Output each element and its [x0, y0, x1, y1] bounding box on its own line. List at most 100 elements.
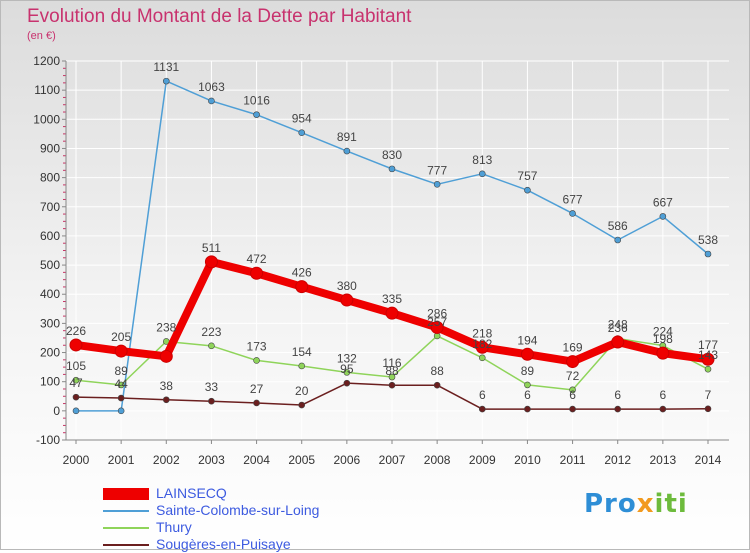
data-point — [478, 405, 486, 413]
data-point — [295, 280, 309, 294]
legend-label: Thury — [156, 519, 192, 535]
data-point — [659, 405, 667, 413]
data-label: 667 — [653, 195, 673, 209]
data-point — [208, 397, 215, 405]
data-point — [524, 186, 531, 194]
y-tick-label: 0 — [53, 404, 60, 418]
x-tick-label: 2012 — [604, 453, 631, 467]
legend-swatch — [103, 509, 149, 512]
data-point — [430, 320, 444, 334]
data-label: 132 — [337, 351, 357, 365]
data-label: 1063 — [198, 80, 225, 94]
data-label: 182 — [472, 337, 492, 351]
data-label: 205 — [111, 330, 131, 344]
data-label: 89 — [114, 364, 128, 378]
data-point — [524, 405, 531, 413]
data-label: 511 — [202, 241, 221, 255]
data-label: 169 — [563, 341, 583, 355]
data-label: 813 — [472, 153, 492, 167]
data-label: 757 — [517, 169, 537, 183]
data-point — [433, 381, 441, 389]
data-point — [72, 376, 80, 384]
data-point — [569, 386, 576, 394]
data-label: 226 — [66, 324, 86, 338]
data-point — [569, 405, 576, 413]
data-label: 335 — [382, 292, 402, 306]
data-label: 677 — [563, 192, 583, 206]
logo-part-1: Pro — [584, 489, 637, 519]
y-tick-label: 1200 — [33, 54, 60, 68]
x-tick-label: 2013 — [650, 453, 677, 467]
logo-part-3: iti — [654, 489, 688, 519]
data-label: 1016 — [243, 94, 270, 108]
chart-subtitle: (en €) — [27, 30, 56, 42]
legend-swatch — [103, 526, 149, 529]
y-tick-label: 500 — [40, 258, 60, 272]
y-tick-label: 300 — [40, 316, 60, 330]
legend-label: Sainte-Colombe-sur-Loing — [156, 502, 320, 518]
data-label: 20 — [295, 384, 309, 398]
proxiti-logo: Proxiti — [584, 489, 688, 519]
data-label: 27 — [250, 382, 264, 396]
data-label: 223 — [201, 325, 221, 339]
data-point — [656, 346, 670, 360]
y-tick-label: 800 — [40, 171, 60, 185]
data-label: 218 — [472, 326, 492, 340]
data-point — [385, 306, 399, 320]
data-point — [298, 129, 306, 137]
x-tick-label: 2007 — [379, 453, 406, 467]
data-label: 236 — [608, 321, 628, 335]
data-point — [566, 355, 580, 369]
x-tick-label: 2014 — [695, 453, 722, 467]
y-tick-label: 1100 — [34, 83, 60, 97]
logo-part-2: x — [636, 489, 655, 519]
data-label: 538 — [698, 233, 718, 247]
data-label: 88 — [385, 364, 399, 378]
data-point — [253, 111, 260, 118]
data-label: 88 — [430, 364, 444, 378]
data-label: 38 — [160, 379, 174, 393]
data-point — [614, 236, 622, 244]
data-point — [704, 405, 712, 413]
legend-label: LAINSECQ — [156, 485, 227, 501]
data-label: 954 — [292, 112, 312, 126]
x-tick-label: 2011 — [560, 453, 586, 467]
data-label: 777 — [427, 163, 447, 177]
data-point — [250, 266, 264, 280]
data-label: 380 — [337, 279, 357, 293]
x-tick-label: 2005 — [288, 453, 315, 467]
data-label: 6 — [524, 388, 531, 402]
data-point — [208, 97, 215, 105]
data-point — [69, 338, 83, 352]
data-point — [253, 357, 260, 364]
data-point — [298, 362, 306, 370]
data-label: 426 — [292, 266, 312, 280]
data-label: 257 — [427, 315, 447, 329]
legend-swatch — [103, 487, 149, 500]
data-point — [388, 381, 396, 389]
y-tick-label: 200 — [40, 346, 60, 360]
data-point — [208, 342, 215, 350]
data-label: 6 — [660, 388, 667, 402]
data-label: 198 — [653, 332, 673, 346]
x-tick-label: 2009 — [469, 453, 496, 467]
data-label: 891 — [337, 130, 357, 144]
data-label: 105 — [66, 359, 86, 373]
data-point — [475, 340, 489, 354]
data-label: 173 — [247, 339, 267, 353]
data-point — [117, 407, 125, 415]
x-tick-label: 2003 — [198, 453, 225, 467]
y-tick-label: 600 — [40, 229, 60, 243]
x-tick-label: 2000 — [63, 453, 90, 467]
data-label: 6 — [479, 388, 486, 402]
data-point — [162, 77, 170, 85]
data-point — [72, 407, 80, 415]
data-point — [704, 250, 712, 258]
data-point — [388, 373, 396, 381]
legend-label: Sougères-en-Puisaye — [156, 536, 291, 552]
x-tick-label: 2010 — [514, 453, 541, 467]
data-point — [478, 354, 486, 362]
x-tick-label: 2006 — [334, 453, 361, 467]
data-point — [569, 210, 576, 217]
